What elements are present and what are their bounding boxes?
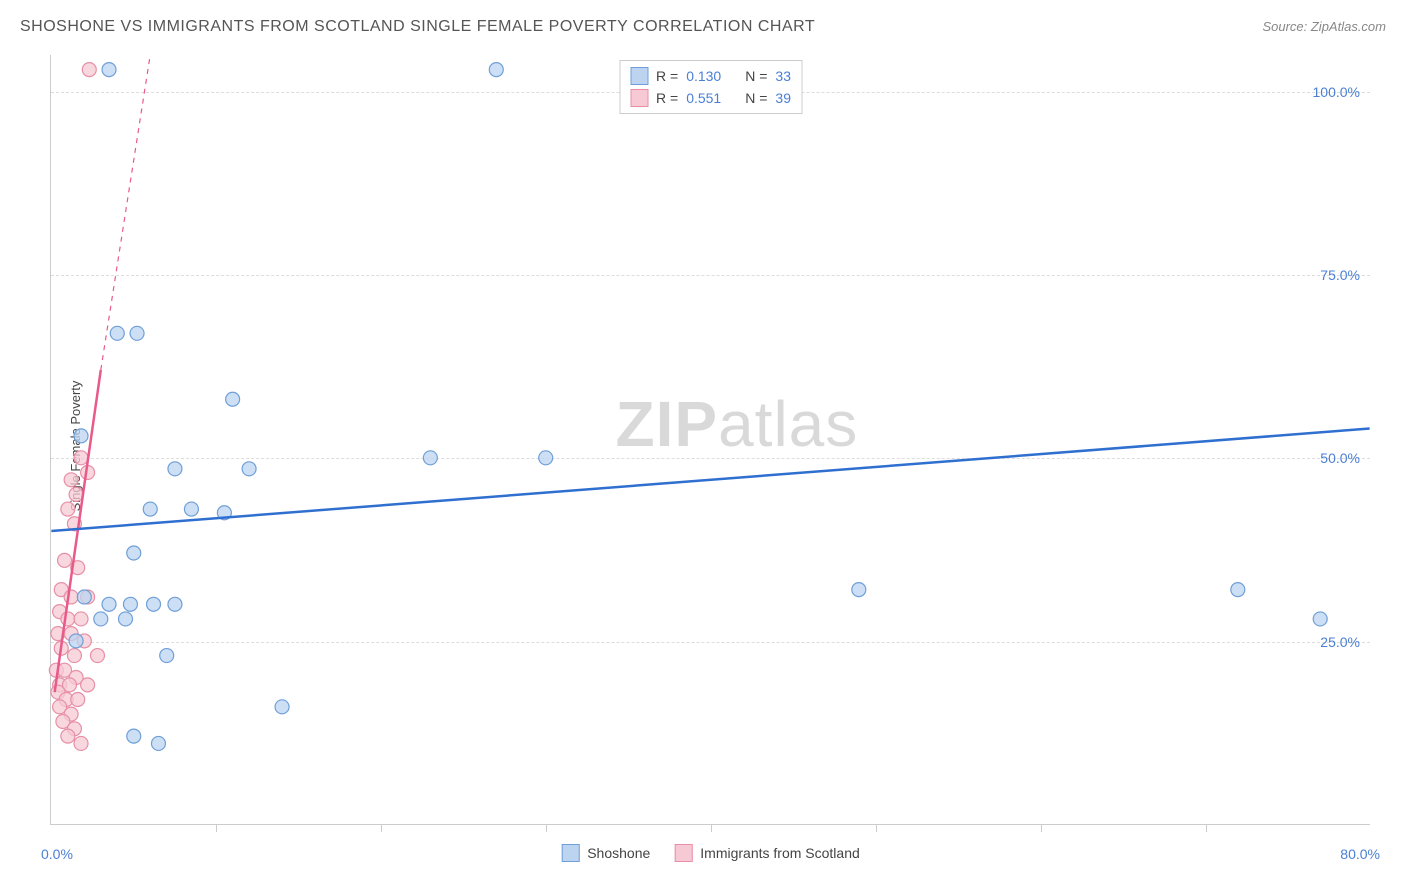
data-point-shoshone <box>226 392 240 406</box>
x-axis-min-label: 0.0% <box>41 846 73 862</box>
data-point-scotland <box>74 612 88 626</box>
data-point-shoshone <box>1313 612 1327 626</box>
data-point-shoshone <box>69 634 83 648</box>
data-point-shoshone <box>168 462 182 476</box>
x-tick-mark <box>1206 824 1207 832</box>
legend-correlation-box: R = 0.130 N = 33 R = 0.551 N = 39 <box>619 60 802 114</box>
data-point-scotland <box>91 649 105 663</box>
legend-item-shoshone: Shoshone <box>561 844 650 862</box>
data-point-scotland <box>64 590 78 604</box>
data-point-shoshone <box>539 451 553 465</box>
data-point-scotland <box>61 729 75 743</box>
data-point-scotland <box>61 612 75 626</box>
data-point-shoshone <box>123 597 137 611</box>
legend-row-shoshone: R = 0.130 N = 33 <box>630 65 791 87</box>
r-prefix: R = <box>656 90 678 106</box>
data-point-shoshone <box>147 597 161 611</box>
data-point-shoshone <box>423 451 437 465</box>
data-point-scotland <box>71 693 85 707</box>
swatch-shoshone-icon <box>630 67 648 85</box>
data-point-shoshone <box>74 429 88 443</box>
trendline-shoshone <box>51 429 1369 532</box>
swatch-scotland-icon <box>630 89 648 107</box>
trendline-scotland-extrapolated <box>101 55 150 370</box>
data-point-shoshone <box>168 597 182 611</box>
r-value-shoshone: 0.130 <box>686 68 721 84</box>
source-name: ZipAtlas.com <box>1311 19 1386 34</box>
data-point-shoshone <box>852 583 866 597</box>
data-point-shoshone <box>489 63 503 77</box>
scatter-svg <box>51 55 1370 824</box>
data-point-scotland <box>81 678 95 692</box>
legend-series: Shoshone Immigrants from Scotland <box>561 844 860 862</box>
data-point-scotland <box>64 473 78 487</box>
x-tick-mark <box>1041 824 1042 832</box>
data-point-shoshone <box>102 597 116 611</box>
data-point-shoshone <box>102 63 116 77</box>
x-tick-mark <box>216 824 217 832</box>
x-tick-mark <box>546 824 547 832</box>
source-label: Source: ZipAtlas.com <box>1262 19 1386 34</box>
data-point-shoshone <box>242 462 256 476</box>
n-value-scotland: 39 <box>775 90 791 106</box>
data-point-shoshone <box>127 729 141 743</box>
n-prefix: N = <box>745 68 767 84</box>
data-point-shoshone <box>130 326 144 340</box>
x-tick-mark <box>876 824 877 832</box>
data-point-shoshone <box>184 502 198 516</box>
r-value-scotland: 0.551 <box>686 90 721 106</box>
data-point-shoshone <box>1231 583 1245 597</box>
data-point-shoshone <box>77 590 91 604</box>
swatch-shoshone-icon <box>561 844 579 862</box>
data-point-shoshone <box>151 736 165 750</box>
data-point-shoshone <box>94 612 108 626</box>
chart-plot-area: 25.0%50.0%75.0%100.0% ZIPatlas R = 0.130… <box>50 55 1370 825</box>
data-point-shoshone <box>160 649 174 663</box>
r-prefix: R = <box>656 68 678 84</box>
swatch-scotland-icon <box>674 844 692 862</box>
data-point-shoshone <box>143 502 157 516</box>
legend-row-scotland: R = 0.551 N = 39 <box>630 87 791 109</box>
data-point-shoshone <box>110 326 124 340</box>
legend-label-scotland: Immigrants from Scotland <box>700 845 860 861</box>
source-prefix: Source: <box>1262 19 1310 34</box>
data-point-scotland <box>61 502 75 516</box>
n-prefix: N = <box>745 90 767 106</box>
header: SHOSHONE VS IMMIGRANTS FROM SCOTLAND SIN… <box>20 18 1386 36</box>
data-point-shoshone <box>127 546 141 560</box>
data-point-scotland <box>74 736 88 750</box>
x-axis-max-label: 80.0% <box>1340 846 1380 862</box>
data-point-shoshone <box>119 612 133 626</box>
legend-label-shoshone: Shoshone <box>587 845 650 861</box>
data-point-scotland <box>58 553 72 567</box>
data-point-scotland <box>69 487 83 501</box>
data-point-shoshone <box>275 700 289 714</box>
data-point-scotland <box>82 63 96 77</box>
data-point-scotland <box>74 451 88 465</box>
data-point-scotland <box>67 649 81 663</box>
legend-item-scotland: Immigrants from Scotland <box>674 844 860 862</box>
x-tick-mark <box>381 824 382 832</box>
chart-title: SHOSHONE VS IMMIGRANTS FROM SCOTLAND SIN… <box>20 18 815 36</box>
x-tick-mark <box>711 824 712 832</box>
n-value-shoshone: 33 <box>775 68 791 84</box>
